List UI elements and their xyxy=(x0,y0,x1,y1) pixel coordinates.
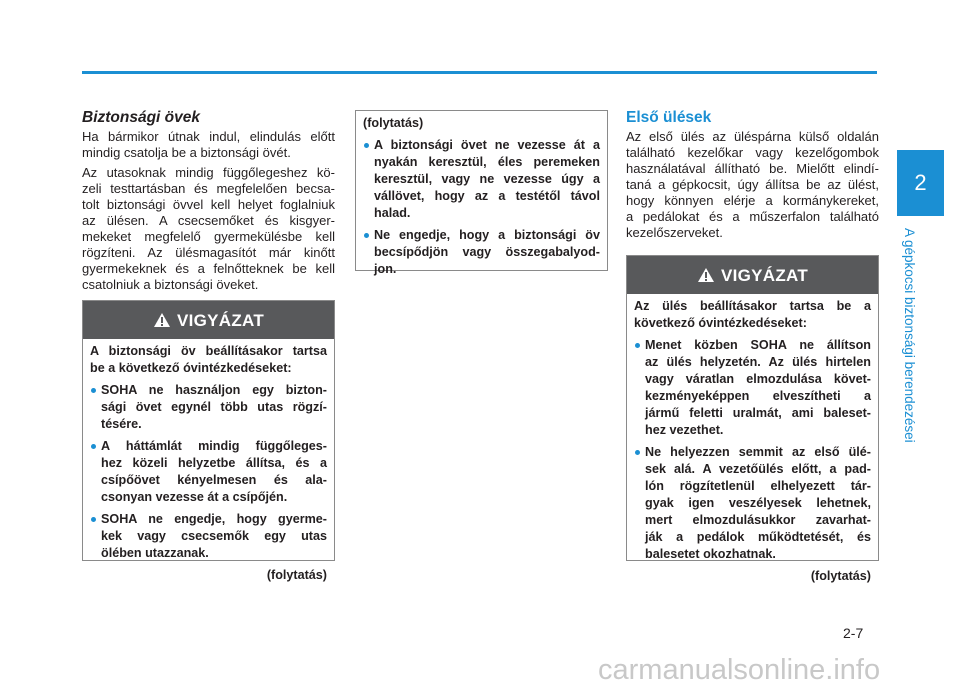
text-line: csípőövet kényelmesen és ala- xyxy=(101,473,327,487)
text-line: gyak igen veszélyesek lehetnek, xyxy=(645,496,871,510)
watermark: carmanualsonline.info xyxy=(598,654,881,686)
text-line: tésére. xyxy=(101,417,142,431)
warning-heading: VIGYÁZAT xyxy=(176,310,265,330)
continued-note: (folytatás) xyxy=(810,569,871,583)
text-line: gyermekeknek és a felnőtteknek be kell xyxy=(82,261,335,276)
warning-icon xyxy=(697,268,714,282)
text-line: taná a gépkocsit, úgy állítsa be az ülés… xyxy=(626,177,879,192)
text-line: balesetet okozhatnak. xyxy=(645,547,776,561)
warning-body: Az ülés beállításakor tartsa be a követke… xyxy=(627,294,878,585)
text-line: mekeket megfelelő gyermekülésbe kell xyxy=(82,229,335,244)
warning-intro: A biztonsági öv beállításakor tartsa be a… xyxy=(90,343,327,377)
bullet-item: SOHA ne használjon egy bizton-sági övet … xyxy=(90,382,327,433)
bullet-item: SOHA ne engedje, hogy gyerme-kek vagy cs… xyxy=(90,511,327,562)
text-line: következő óvintézkedéseket: xyxy=(634,316,807,330)
paragraph: Az első ülés az üléspárna külső oldalán t… xyxy=(626,129,879,241)
bullet-item: Ne helyezzen semmit az első ülé-sek alá.… xyxy=(634,444,871,563)
bullet-item: Menet közben SOHA ne állítson az ülés hel… xyxy=(634,337,871,439)
text-line: zeli testtartásban és megfelelően becsa- xyxy=(82,181,335,196)
text-line: Menet közben SOHA ne állítson xyxy=(645,338,871,352)
left-column: Biztonsági övek Ha bármikor útnak indul, … xyxy=(82,108,335,297)
paragraph: Ha bármikor útnak indul, elindulás előtt… xyxy=(82,129,335,161)
text-line: A háttámlát mindig függőleges- xyxy=(101,439,327,453)
continued-note: (folytatás) xyxy=(266,568,327,582)
warning-intro: Az ülés beállításakor tartsa be a követke… xyxy=(634,298,871,332)
text-line: jon. xyxy=(374,262,397,276)
text-line: Az ülés beállításakor tartsa be a xyxy=(634,299,871,313)
text-line: Ha bármikor útnak indul, elindulás előtt xyxy=(82,129,335,144)
text-line: csonyan vezesse át a csípőjén. xyxy=(101,490,288,504)
chapter-number: 2 xyxy=(914,170,927,195)
text-line: hogy könnyen elérje a kormánykereket, xyxy=(626,193,879,208)
text-line: Az utasoknak mindig függőlegeshez kö- xyxy=(82,165,335,180)
warning-box: VIGYÁZAT A biztonsági öv beállításakor ta… xyxy=(82,300,335,582)
continued-body: (folytatás) A biztonsági övet ne vezesse … xyxy=(356,111,607,278)
section-title: Első ülések xyxy=(626,109,712,126)
text-line: SOHA ne engedje, hogy gyerme- xyxy=(101,512,327,526)
text-line: kezelőszerveket. xyxy=(626,225,723,240)
text-line: becsípődjön vagy összegabalyod- xyxy=(374,245,600,259)
text-line: Ne engedje, hogy a biztonsági öv xyxy=(374,228,600,242)
text-line: SOHA ne használjon egy bizton- xyxy=(101,383,327,397)
bullet-item: A háttámlát mindig függőleges-hez közeli… xyxy=(90,438,327,506)
text-line: tolt biztonsági övvel kell helyet foglal… xyxy=(82,197,335,212)
text-line: vállövet, hogy az a testétől távol xyxy=(374,189,600,203)
text-line: keresztül, vagy ne vezesse úgy a xyxy=(374,172,600,186)
warning-body: A biztonsági öv beállításakor tartsa be a… xyxy=(83,339,334,584)
text-line: lón rögzítetlenül elhelyezett tár- xyxy=(645,479,871,493)
continued-from: (folytatás) xyxy=(363,116,424,130)
text-line: a pedálokat és a műszerfalon található xyxy=(626,209,879,224)
text-line: mert elmozdulásukkor zavarhat- xyxy=(645,513,871,527)
text-line: halad. xyxy=(374,206,411,220)
text-line: használatával állítható be. Mielőtt elin… xyxy=(626,161,879,176)
text-line: nyakán keresztül, éles peremeken xyxy=(374,155,600,169)
warning-heading: VIGYÁZAT xyxy=(720,265,809,285)
text-line: az ülés helyzetén. Az ülés hirtelen xyxy=(645,355,871,369)
text-line: kek vagy csecsemők egy utas xyxy=(101,529,327,543)
text-line: sági övet egynél több utas rögzí- xyxy=(101,400,327,414)
right-column: Első ülések Az első ülés az üléspárna kül… xyxy=(626,108,879,245)
text-line: található kezelőkar vagy kezelőgombok xyxy=(626,145,879,160)
warning-header: VIGYÁZAT xyxy=(83,301,334,339)
warning-header: VIGYÁZAT xyxy=(627,256,878,294)
bullet-item: Ne engedje, hogy a biztonsági öv becsípőd… xyxy=(363,227,600,278)
continued-box: (folytatás) A biztonsági övet ne vezesse … xyxy=(355,110,608,276)
page-number: 2-7 xyxy=(843,625,864,641)
chapter-label: A gépkocsi biztonsági berendezései xyxy=(902,228,917,443)
text-line: jármű feletti uralmát, ami baleset- xyxy=(645,406,871,420)
section-title: Biztonsági övek xyxy=(82,109,200,126)
chapter-tab: 2 xyxy=(897,150,944,216)
text-line: mindig csatolja be a biztonsági övét. xyxy=(82,145,291,160)
text-line: Ne helyezzen semmit az első ülé- xyxy=(645,445,871,459)
text-line: ják a pedálok működtetését, és xyxy=(645,530,871,544)
top-rule xyxy=(82,71,877,74)
text-line: ölében utazzanak. xyxy=(101,546,209,560)
text-line: kezményeképpen elveszítheti a xyxy=(645,389,871,403)
text-line: az ülésen. A csecsemőket és kisgyer- xyxy=(82,213,335,228)
text-line: A biztonsági övet ne vezesse át a xyxy=(374,138,600,152)
text-line: A biztonsági öv beállításakor tartsa xyxy=(90,344,327,358)
text-line: Az első ülés az üléspárna külső oldalán xyxy=(626,129,879,144)
text-line: hez vezethet. xyxy=(645,423,724,437)
text-line: hez közeli helyzetbe állítsa, és a xyxy=(101,456,327,470)
text-line: rögzíteni. Az ülésmagasítót már kinőtt xyxy=(82,245,335,260)
warning-icon xyxy=(153,313,170,327)
text-line: sek alá. A vezetőülés előtt, a pad- xyxy=(645,462,871,476)
bullet-item: A biztonsági övet ne vezesse át a nyakán … xyxy=(363,137,600,222)
paragraph: Az utasoknak mindig függőlegeshez kö-zel… xyxy=(82,165,335,293)
text-line: csatolniuk a biztonsági öveket. xyxy=(82,277,259,292)
warning-box: VIGYÁZAT Az ülés beállításakor tartsa be … xyxy=(626,255,879,583)
text-line: be a következő óvintézkedéseket: xyxy=(90,361,292,375)
text-line: vagy váratlan elmozdulása követ- xyxy=(645,372,871,386)
